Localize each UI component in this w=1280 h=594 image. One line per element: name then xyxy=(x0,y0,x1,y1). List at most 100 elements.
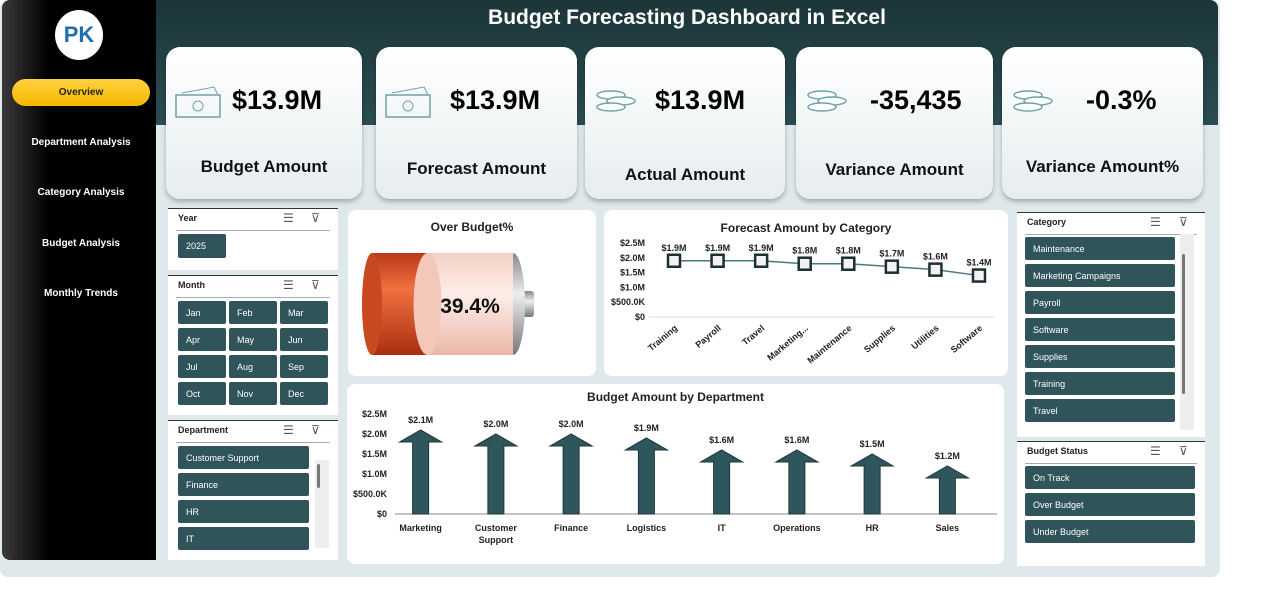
data-point xyxy=(666,253,682,269)
slicer-item-aug[interactable]: Aug xyxy=(229,355,277,378)
slicer-item-2025[interactable]: 2025 xyxy=(178,234,226,258)
slicer-title: Month xyxy=(178,280,205,290)
nav-budget-analysis[interactable]: Budget Analysis xyxy=(42,238,120,249)
data-point xyxy=(797,256,812,271)
clear-filter-icon[interactable]: ⊽ xyxy=(311,423,320,437)
over-budget-panel: Over Budget% 39.4% xyxy=(348,210,596,376)
kpi-card-variance-amount: -35,435 Variance Amount xyxy=(796,47,993,199)
slicer-item-payroll[interactable]: Payroll xyxy=(1025,291,1175,314)
kpi-label: Forecast Amount xyxy=(406,159,547,178)
x-tick-label: Travel xyxy=(740,323,766,347)
slicer-title: Year xyxy=(178,213,198,223)
budget-by-department-chart: Budget Amount by Department $0 $500.0K $1.… xyxy=(347,384,1004,564)
slicer-item-customer-support[interactable]: Customer Support xyxy=(178,446,309,469)
x-tick-label: Payroll xyxy=(693,323,722,350)
y-tick-label: $2.5M xyxy=(620,238,645,248)
nav-category-analysis[interactable]: Category Analysis xyxy=(37,187,125,198)
multi-select-icon[interactable]: ☰ xyxy=(283,211,294,225)
slicer-item-hr[interactable]: HR xyxy=(178,500,309,523)
forecast-by-category-chart: Forecast Amount by Category $0 $500.0K $1.… xyxy=(604,210,1008,376)
slicer-item-jun[interactable]: Jun xyxy=(280,328,328,351)
data-label: $2.0M xyxy=(559,419,584,429)
slicer-item-travel[interactable]: Travel xyxy=(1025,399,1175,422)
slicer-item-jul[interactable]: Jul xyxy=(178,355,226,378)
data-label: $1.6M xyxy=(923,252,948,262)
clear-filter-icon[interactable]: ⊽ xyxy=(1179,215,1188,229)
data-point xyxy=(884,259,900,274)
multi-select-icon[interactable]: ☰ xyxy=(1150,215,1161,229)
bar xyxy=(924,465,971,515)
kpi-card-forecast-amount: $13.9M Forecast Amount xyxy=(376,47,577,199)
clear-filter-icon[interactable]: ⊽ xyxy=(1179,444,1188,458)
slicer-item-feb[interactable]: Feb xyxy=(229,301,277,324)
slicer-item-mar[interactable]: Mar xyxy=(280,301,328,324)
slicer-item-may[interactable]: May xyxy=(229,328,277,351)
y-tick-label: $500.0K xyxy=(353,489,388,499)
bar xyxy=(397,429,444,515)
y-tick-label: $500.0K xyxy=(611,297,646,307)
data-label: $1.9M xyxy=(661,243,686,253)
chart-title: Forecast Amount by Category xyxy=(720,221,892,235)
y-tick-label: $2.0M xyxy=(362,429,387,439)
y-tick-label: $1.0M xyxy=(620,282,645,292)
slicer-item-on-track[interactable]: On Track xyxy=(1025,466,1195,489)
data-label: $1.8M xyxy=(792,246,817,256)
page-title: Budget Forecasting Dashboard in Excel xyxy=(488,6,886,29)
slicer-item-oct[interactable]: Oct xyxy=(178,382,226,405)
kpi-label: Variance Amount% xyxy=(1025,157,1180,176)
category-slicer: Category ☰ ⊽ Maintenance Marketing Campaig… xyxy=(1017,212,1205,437)
multi-select-icon[interactable]: ☰ xyxy=(1150,444,1161,458)
slicer-item-apr[interactable]: Apr xyxy=(178,328,226,351)
clear-filter-icon[interactable]: ⊽ xyxy=(311,278,320,292)
slicer-item-nov[interactable]: Nov xyxy=(229,382,277,405)
line-chart-svg: $0 $500.0K $1.0M $1.5M $2.0M $2.5M $1.9M Traini… xyxy=(611,238,994,366)
kpi-card-budget-amount: $13.9M Budget Amount xyxy=(166,47,362,199)
kpi-card-actual-amount: $13.9M Actual Amount xyxy=(585,47,785,199)
data-label: $1.9M xyxy=(705,243,730,253)
x-tick-label: Customer xyxy=(475,523,518,533)
x-tick-label: Training xyxy=(646,323,679,353)
slicer-item-sep[interactable]: Sep xyxy=(280,355,328,378)
slicer-item-software[interactable]: Software xyxy=(1025,318,1175,341)
x-tick-label: Supplies xyxy=(862,323,897,355)
multi-select-icon[interactable]: ☰ xyxy=(283,423,294,437)
y-tick-label: $2.5M xyxy=(362,409,387,419)
kpi-card-variance-amount-: -0.3% Variance Amount% xyxy=(1002,47,1203,199)
slicer-item-marketing-campaigns[interactable]: Marketing Campaigns xyxy=(1025,264,1175,287)
slicer-item-over-budget[interactable]: Over Budget xyxy=(1025,493,1195,516)
bar xyxy=(773,449,820,515)
year-slicer: Year ☰ ⊽ 2025 xyxy=(168,208,338,270)
nav-overview[interactable]: Overview xyxy=(12,79,150,106)
series-line xyxy=(674,260,980,277)
nav-department-analysis[interactable]: Department Analysis xyxy=(31,137,131,148)
slicer-item-jan[interactable]: Jan xyxy=(178,301,226,324)
x-tick-label: Operations xyxy=(773,523,821,533)
slicer-item-under-budget[interactable]: Under Budget xyxy=(1025,520,1195,543)
data-label: $1.2M xyxy=(935,451,960,461)
clear-filter-icon[interactable]: ⊽ xyxy=(311,211,320,225)
slicer-item-training[interactable]: Training xyxy=(1025,372,1175,395)
kpi-label: Budget Amount xyxy=(200,157,328,176)
data-label: $1.6M xyxy=(709,435,734,445)
slicer-item-supplies[interactable]: Supplies xyxy=(1025,345,1175,368)
slicer-title: Department xyxy=(178,425,229,435)
x-tick-label: Logistics xyxy=(627,523,667,533)
y-tick-label: $1.5M xyxy=(362,449,387,459)
data-label: $2.1M xyxy=(408,415,433,425)
chart-title: Over Budget% xyxy=(430,220,514,234)
x-tick-label: Marketing xyxy=(399,523,442,533)
x-tick-label: HR xyxy=(866,523,879,533)
coins-icon xyxy=(596,90,636,112)
multi-select-icon[interactable]: ☰ xyxy=(283,278,294,292)
slicer-item-maintenance[interactable]: Maintenance xyxy=(1025,237,1175,260)
nav-monthly-trends[interactable]: Monthly Trends xyxy=(44,288,118,299)
battery-terminal xyxy=(522,291,534,317)
data-point xyxy=(971,268,987,283)
scrollbar[interactable] xyxy=(315,460,329,548)
data-label: $1.4M xyxy=(966,258,991,268)
slicer-item-it[interactable]: IT xyxy=(178,527,309,550)
gauge-value-label: 39.4% xyxy=(440,295,500,318)
scrollbar[interactable] xyxy=(1180,234,1194,430)
slicer-item-dec[interactable]: Dec xyxy=(280,382,328,405)
slicer-item-finance[interactable]: Finance xyxy=(178,473,309,496)
